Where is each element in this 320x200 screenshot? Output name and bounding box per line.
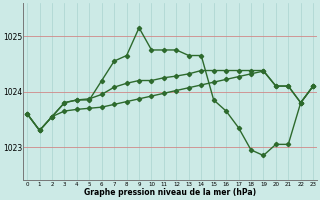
X-axis label: Graphe pression niveau de la mer (hPa): Graphe pression niveau de la mer (hPa): [84, 188, 256, 197]
